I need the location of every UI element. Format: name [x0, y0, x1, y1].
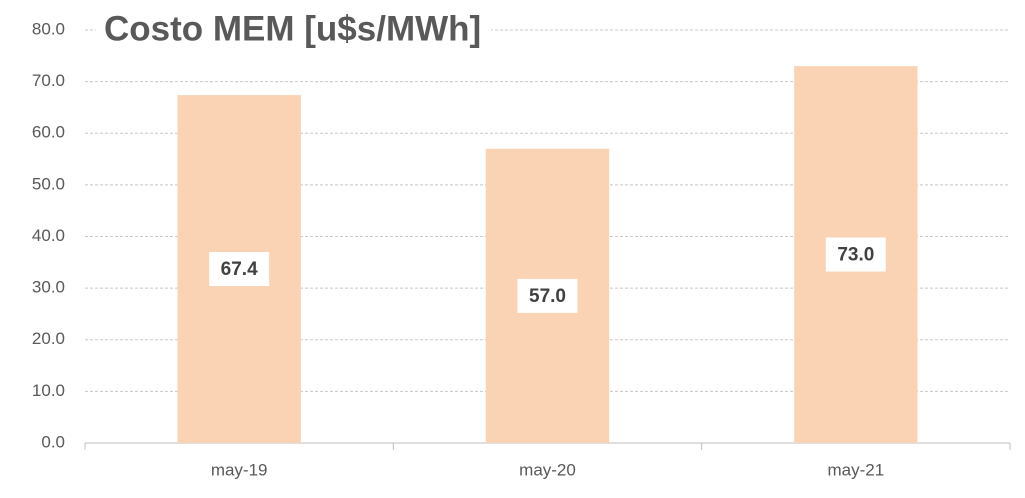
y-tick-label: 10.0 [32, 381, 65, 400]
x-tick-label: may-21 [827, 460, 884, 479]
x-tick-label: may-20 [519, 460, 576, 479]
data-label-box [517, 278, 578, 313]
y-tick-label: 60.0 [32, 123, 65, 142]
y-tick-label: 70.0 [32, 71, 65, 90]
data-label-box [825, 237, 886, 272]
y-tick-label: 30.0 [32, 278, 65, 297]
data-label: 67.4 [221, 259, 258, 280]
data-label-box [209, 252, 270, 287]
x-tick-label: may-19 [211, 460, 268, 479]
y-tick-label: 80.0 [32, 19, 65, 38]
y-tick-label: 50.0 [32, 174, 65, 193]
chart-title: Costo MEM [u$s/MWh] [104, 9, 481, 48]
y-tick-label: 0.0 [41, 432, 65, 451]
y-tick-label: 40.0 [32, 226, 65, 245]
data-label: 73.0 [837, 245, 874, 266]
title-box [96, 8, 492, 52]
data-label: 57.0 [529, 286, 566, 307]
y-tick-label: 20.0 [32, 329, 65, 348]
